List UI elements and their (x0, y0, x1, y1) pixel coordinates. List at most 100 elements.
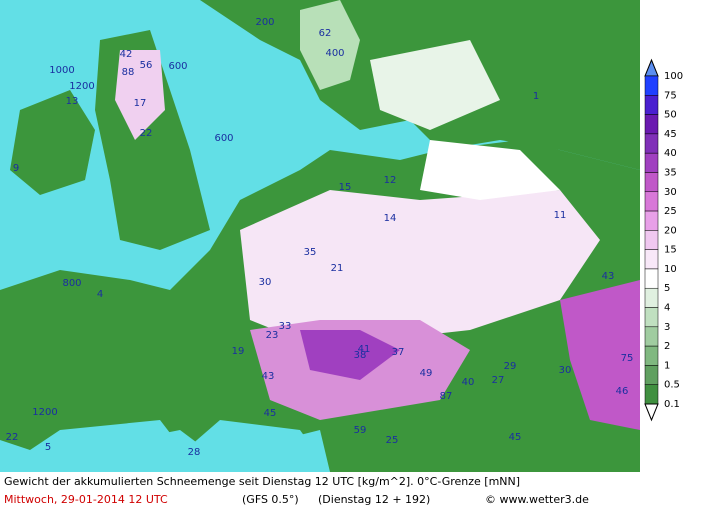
legend-box (644, 287, 659, 308)
legend-box (644, 210, 659, 231)
legend-box (644, 172, 659, 193)
map-label: 75 (621, 353, 634, 364)
mediterranean (160, 420, 330, 472)
legend-label: 30 (664, 187, 677, 198)
legend-label: 2 (664, 341, 670, 352)
map-label: 12 (384, 175, 397, 186)
legend-box (644, 114, 659, 135)
legend-label: 100 (664, 71, 683, 82)
map-label: 400 (325, 48, 344, 59)
map-label: 37 (392, 347, 405, 358)
map-label: 17 (134, 98, 147, 109)
map-label: 22 (140, 128, 153, 139)
legend-box (644, 95, 659, 115)
map-label: 800 (62, 278, 81, 289)
map-label: 28 (188, 447, 201, 458)
legend-label: 35 (664, 167, 677, 178)
legend-label: 40 (664, 148, 677, 159)
snow-central (240, 190, 600, 340)
legend-label: 15 (664, 245, 677, 256)
legend-arrow-bottom (644, 403, 659, 422)
map-label: 43 (262, 371, 275, 382)
snow-poland (420, 140, 560, 200)
legend-label: 20 (664, 225, 677, 236)
legend-box (644, 326, 659, 347)
map-label: 1200 (69, 81, 94, 92)
map-label: 1 (533, 91, 539, 102)
map-label: 1000 (49, 65, 74, 76)
map-label: 56 (140, 60, 153, 71)
map-label: 9 (13, 163, 19, 174)
legend-box (644, 384, 659, 405)
map-label: 13 (66, 96, 79, 107)
map-label: 23 (266, 330, 279, 341)
map-label: 62 (319, 28, 332, 39)
caption-line: Gewicht der akkumulierten Schneemenge se… (4, 475, 520, 488)
snow-sweden (370, 40, 500, 130)
map-label: 5 (45, 442, 51, 453)
legend-label: 10 (664, 264, 677, 275)
caption-model: (GFS 0.5°) (242, 493, 299, 506)
legend-label: 0.1 (664, 399, 680, 410)
map-label: 42 (120, 49, 133, 60)
legend-label: 4 (664, 303, 670, 314)
map-label: 41 (358, 344, 371, 355)
legend-label: 5 (664, 283, 670, 294)
legend-label: 0.5 (664, 380, 680, 391)
map-label: 59 (354, 425, 367, 436)
map-label: 14 (384, 213, 397, 224)
legend-box (644, 307, 659, 328)
map-label: 30 (559, 365, 572, 376)
map-label: 45 (509, 432, 522, 443)
map-labels: 200 62 400 600 1000 1200 42 88 56 17 22 13 600 9 4 800 1… (6, 17, 634, 458)
snow-norway (300, 0, 360, 90)
map-label: 49 (420, 368, 433, 379)
map-label: 600 (214, 133, 233, 144)
map-label: 1200 (32, 407, 57, 418)
map-label: 4 (97, 289, 103, 300)
legend-label: 3 (664, 322, 670, 333)
snow-alps-core (300, 330, 400, 380)
map-label: 11 (554, 210, 567, 221)
legend-label: 45 (664, 129, 677, 140)
map-label: 25 (386, 435, 399, 446)
map-label: 22 (6, 432, 19, 443)
map-label: 200 (255, 17, 274, 28)
legend-box (644, 230, 659, 250)
color-legend: 100 75 50 45 40 35 30 25 20 15 10 5 4 3 2 1 0.5 0.1 (644, 58, 683, 422)
caption-credit: © www.wetter3.de (485, 493, 589, 506)
map-label: 88 (122, 67, 135, 78)
legend-box (644, 75, 659, 96)
ireland (10, 90, 95, 195)
map-label: 21 (331, 263, 344, 274)
map-label: 43 (602, 271, 615, 282)
map-label: 15 (339, 182, 352, 193)
legend-box (644, 191, 659, 212)
map-label: 35 (304, 247, 317, 258)
legend-box (644, 249, 659, 270)
map-label: 38 (354, 350, 367, 361)
legend-box (644, 152, 659, 173)
map-label: 45 (264, 408, 277, 419)
snow-balkans (560, 280, 640, 430)
legend-label: 50 (664, 110, 677, 121)
map-area (0, 0, 640, 472)
sea-south (0, 420, 200, 472)
legend-box (644, 133, 659, 154)
map-label: 27 (492, 375, 505, 386)
caption-run: (Dienstag 12 + 192) (318, 493, 430, 506)
map-label: 46 (616, 386, 629, 397)
snow-scotland (115, 50, 165, 140)
caption-date: Mittwoch, 29-01-2014 12 UTC (4, 493, 168, 506)
legend-box (644, 345, 659, 366)
legend-label: 25 (664, 206, 677, 217)
map-label: 19 (232, 346, 245, 357)
legend-box (644, 268, 659, 289)
map-label: 30 (259, 277, 272, 288)
legend-label: 75 (664, 90, 677, 101)
map-label: 40 (462, 377, 475, 388)
map-label: 33 (279, 321, 292, 332)
map-label: 600 (168, 61, 187, 72)
legend-box (644, 365, 659, 385)
